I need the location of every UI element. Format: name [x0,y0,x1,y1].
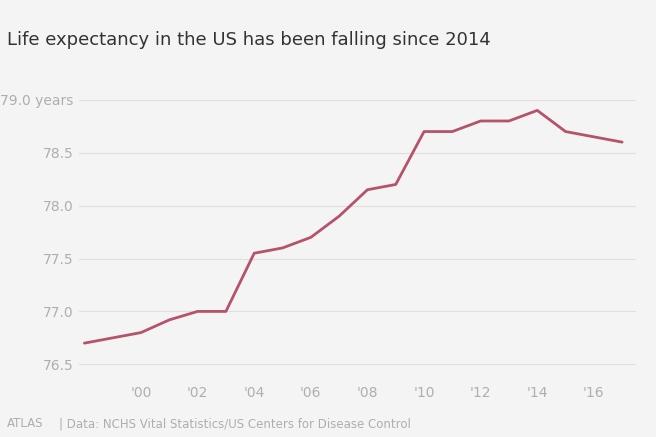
Text: Life expectancy in the US has been falling since 2014: Life expectancy in the US has been falli… [7,31,490,49]
Text: ATLAS: ATLAS [7,417,43,430]
Text: | Data: NCHS Vital Statistics/US Centers for Disease Control: | Data: NCHS Vital Statistics/US Centers… [59,417,411,430]
